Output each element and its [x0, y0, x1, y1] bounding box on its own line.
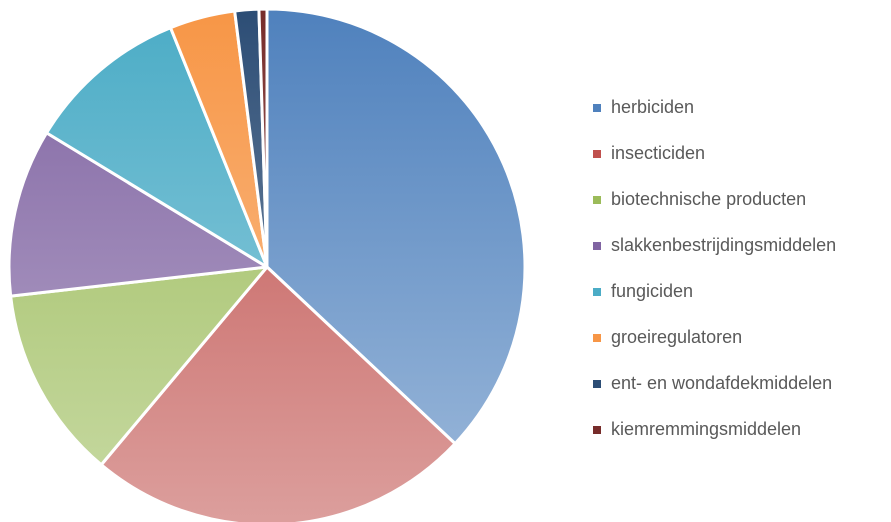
legend-label: slakkenbestrijdingsmiddelen — [611, 235, 836, 255]
legend-label: biotechnische producten — [611, 189, 806, 209]
legend-label: herbiciden — [611, 97, 694, 117]
legend-swatch — [593, 380, 601, 388]
legend-swatch — [593, 104, 601, 112]
legend-label: insecticiden — [611, 143, 705, 163]
legend-swatch — [593, 334, 601, 342]
legend-label: fungiciden — [611, 281, 693, 301]
legend-label: kiemremmingsmiddelen — [611, 419, 801, 439]
pie-slice — [7, 131, 269, 298]
legend-label: ent- en wondafdekmiddelen — [611, 373, 832, 393]
legend-swatch — [593, 242, 601, 250]
legend-swatch — [593, 150, 601, 158]
legend-label: groeiregulatoren — [611, 327, 742, 347]
legend-swatch — [593, 426, 601, 434]
legend-swatch — [593, 288, 601, 296]
pie-slice — [257, 7, 269, 269]
pie-slice — [99, 265, 457, 522]
pie-slice — [265, 7, 527, 446]
legend-swatch — [593, 196, 601, 204]
pie-slice — [45, 26, 269, 269]
pie-slice — [9, 265, 269, 467]
